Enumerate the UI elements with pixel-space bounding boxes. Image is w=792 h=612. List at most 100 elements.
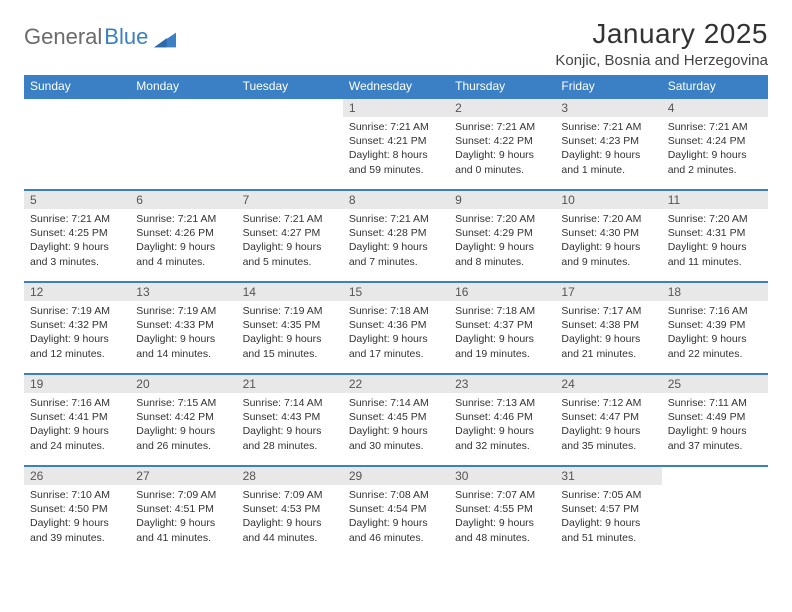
weekday-heading: Wednesday [343, 75, 449, 98]
daylight-text-2: and 59 minutes. [349, 163, 443, 177]
calendar-day-cell: 17Sunrise: 7:17 AMSunset: 4:38 PMDayligh… [555, 282, 661, 374]
daylight-text-1: Daylight: 9 hours [561, 424, 655, 438]
day-number: 29 [343, 467, 449, 485]
daylight-text-2: and 7 minutes. [349, 255, 443, 269]
calendar-day-cell: 20Sunrise: 7:15 AMSunset: 4:42 PMDayligh… [130, 374, 236, 466]
sunrise-text: Sunrise: 7:05 AM [561, 488, 655, 502]
sunset-text: Sunset: 4:47 PM [561, 410, 655, 424]
day-details: Sunrise: 7:08 AMSunset: 4:54 PMDaylight:… [343, 485, 449, 548]
day-number: 6 [130, 191, 236, 209]
day-number: 28 [237, 467, 343, 485]
calendar-day-cell: .. [130, 98, 236, 190]
calendar-week-row: ......1Sunrise: 7:21 AMSunset: 4:21 PMDa… [24, 98, 768, 190]
sunset-text: Sunset: 4:53 PM [243, 502, 337, 516]
sunset-text: Sunset: 4:49 PM [668, 410, 762, 424]
sunrise-text: Sunrise: 7:21 AM [668, 120, 762, 134]
daylight-text-2: and 37 minutes. [668, 439, 762, 453]
day-details: Sunrise: 7:17 AMSunset: 4:38 PMDaylight:… [555, 301, 661, 364]
daylight-text-2: and 24 minutes. [30, 439, 124, 453]
daylight-text-1: Daylight: 9 hours [30, 424, 124, 438]
day-number: 24 [555, 375, 661, 393]
sunset-text: Sunset: 4:26 PM [136, 226, 230, 240]
daylight-text-2: and 8 minutes. [455, 255, 549, 269]
sunset-text: Sunset: 4:33 PM [136, 318, 230, 332]
sunset-text: Sunset: 4:41 PM [30, 410, 124, 424]
sunrise-text: Sunrise: 7:21 AM [349, 212, 443, 226]
calendar-day-cell: 31Sunrise: 7:05 AMSunset: 4:57 PMDayligh… [555, 466, 661, 558]
weekday-header: Sunday Monday Tuesday Wednesday Thursday… [24, 75, 768, 98]
calendar-week-row: 26Sunrise: 7:10 AMSunset: 4:50 PMDayligh… [24, 466, 768, 558]
sunrise-text: Sunrise: 7:17 AM [561, 304, 655, 318]
sunset-text: Sunset: 4:28 PM [349, 226, 443, 240]
calendar-day-cell: 27Sunrise: 7:09 AMSunset: 4:51 PMDayligh… [130, 466, 236, 558]
daylight-text-2: and 1 minute. [561, 163, 655, 177]
sunrise-text: Sunrise: 7:19 AM [136, 304, 230, 318]
day-details: Sunrise: 7:20 AMSunset: 4:31 PMDaylight:… [662, 209, 768, 272]
title-block: January 2025 Konjic, Bosnia and Herzegov… [555, 18, 768, 69]
day-details: Sunrise: 7:21 AMSunset: 4:26 PMDaylight:… [130, 209, 236, 272]
sunrise-text: Sunrise: 7:18 AM [349, 304, 443, 318]
day-number: 8 [343, 191, 449, 209]
day-details: Sunrise: 7:12 AMSunset: 4:47 PMDaylight:… [555, 393, 661, 456]
sunrise-text: Sunrise: 7:08 AM [349, 488, 443, 502]
daylight-text-2: and 19 minutes. [455, 347, 549, 361]
weekday-heading: Tuesday [237, 75, 343, 98]
sunrise-text: Sunrise: 7:16 AM [30, 396, 124, 410]
sunrise-text: Sunrise: 7:09 AM [136, 488, 230, 502]
daylight-text-2: and 41 minutes. [136, 531, 230, 545]
day-number: 20 [130, 375, 236, 393]
daylight-text-2: and 21 minutes. [561, 347, 655, 361]
day-details: Sunrise: 7:15 AMSunset: 4:42 PMDaylight:… [130, 393, 236, 456]
calendar-day-cell: 3Sunrise: 7:21 AMSunset: 4:23 PMDaylight… [555, 98, 661, 190]
daylight-text-1: Daylight: 9 hours [349, 424, 443, 438]
daylight-text-1: Daylight: 9 hours [668, 148, 762, 162]
calendar-day-cell: 2Sunrise: 7:21 AMSunset: 4:22 PMDaylight… [449, 98, 555, 190]
daylight-text-2: and 28 minutes. [243, 439, 337, 453]
day-number: 5 [24, 191, 130, 209]
sunset-text: Sunset: 4:31 PM [668, 226, 762, 240]
sunrise-text: Sunrise: 7:11 AM [668, 396, 762, 410]
sunset-text: Sunset: 4:25 PM [30, 226, 124, 240]
sunrise-text: Sunrise: 7:19 AM [243, 304, 337, 318]
daylight-text-2: and 15 minutes. [243, 347, 337, 361]
day-details: Sunrise: 7:21 AMSunset: 4:24 PMDaylight:… [662, 117, 768, 180]
daylight-text-2: and 39 minutes. [30, 531, 124, 545]
day-number: 19 [24, 375, 130, 393]
day-details: Sunrise: 7:20 AMSunset: 4:30 PMDaylight:… [555, 209, 661, 272]
day-number: 3 [555, 99, 661, 117]
sunrise-text: Sunrise: 7:14 AM [349, 396, 443, 410]
sunrise-text: Sunrise: 7:14 AM [243, 396, 337, 410]
daylight-text-1: Daylight: 9 hours [136, 332, 230, 346]
calendar-day-cell: 15Sunrise: 7:18 AMSunset: 4:36 PMDayligh… [343, 282, 449, 374]
daylight-text-1: Daylight: 9 hours [136, 240, 230, 254]
day-details: Sunrise: 7:21 AMSunset: 4:23 PMDaylight:… [555, 117, 661, 180]
daylight-text-1: Daylight: 8 hours [349, 148, 443, 162]
calendar-week-row: 5Sunrise: 7:21 AMSunset: 4:25 PMDaylight… [24, 190, 768, 282]
day-details: Sunrise: 7:19 AMSunset: 4:32 PMDaylight:… [24, 301, 130, 364]
daylight-text-2: and 32 minutes. [455, 439, 549, 453]
sunrise-text: Sunrise: 7:21 AM [136, 212, 230, 226]
daylight-text-1: Daylight: 9 hours [136, 516, 230, 530]
daylight-text-2: and 11 minutes. [668, 255, 762, 269]
sunrise-text: Sunrise: 7:21 AM [455, 120, 549, 134]
calendar-table: Sunday Monday Tuesday Wednesday Thursday… [24, 75, 768, 558]
calendar-day-cell: 22Sunrise: 7:14 AMSunset: 4:45 PMDayligh… [343, 374, 449, 466]
day-details: Sunrise: 7:10 AMSunset: 4:50 PMDaylight:… [24, 485, 130, 548]
day-details: Sunrise: 7:16 AMSunset: 4:39 PMDaylight:… [662, 301, 768, 364]
calendar-page: GeneralBlue January 2025 Konjic, Bosnia … [0, 0, 792, 576]
calendar-day-cell: 9Sunrise: 7:20 AMSunset: 4:29 PMDaylight… [449, 190, 555, 282]
daylight-text-1: Daylight: 9 hours [668, 240, 762, 254]
sunrise-text: Sunrise: 7:15 AM [136, 396, 230, 410]
day-details: Sunrise: 7:21 AMSunset: 4:25 PMDaylight:… [24, 209, 130, 272]
daylight-text-2: and 4 minutes. [136, 255, 230, 269]
sunrise-text: Sunrise: 7:18 AM [455, 304, 549, 318]
day-number: 13 [130, 283, 236, 301]
day-number: 1 [343, 99, 449, 117]
day-details: Sunrise: 7:14 AMSunset: 4:43 PMDaylight:… [237, 393, 343, 456]
daylight-text-2: and 46 minutes. [349, 531, 443, 545]
daylight-text-1: Daylight: 9 hours [455, 240, 549, 254]
day-number: 9 [449, 191, 555, 209]
sunset-text: Sunset: 4:43 PM [243, 410, 337, 424]
day-number: 30 [449, 467, 555, 485]
day-number: 12 [24, 283, 130, 301]
